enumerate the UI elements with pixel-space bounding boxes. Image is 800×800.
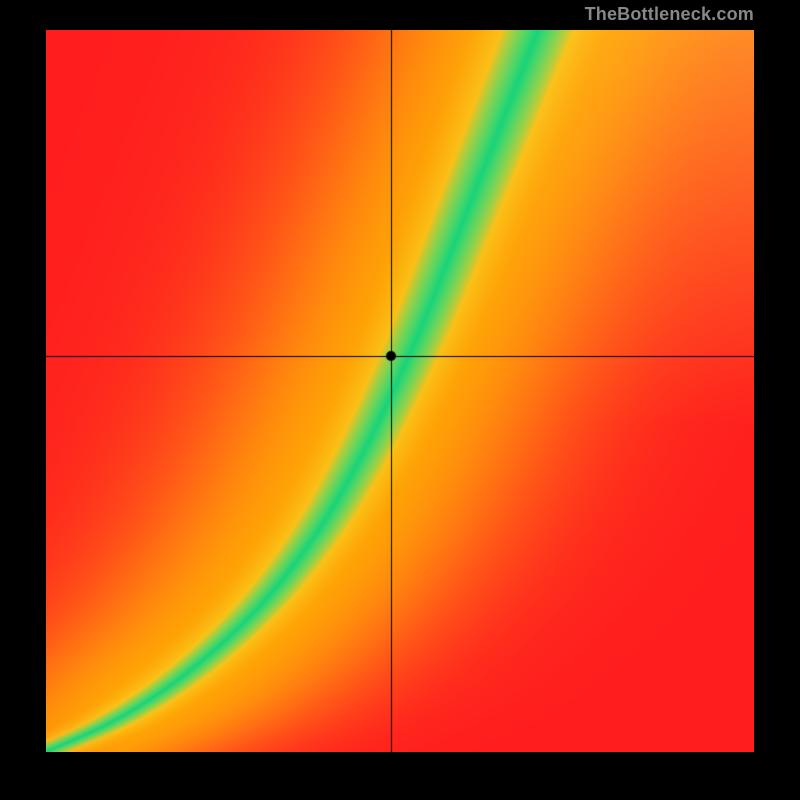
heatmap-canvas [46, 30, 754, 752]
bottleneck-heatmap-plot [46, 30, 754, 752]
watermark-text: TheBottleneck.com [585, 4, 754, 25]
